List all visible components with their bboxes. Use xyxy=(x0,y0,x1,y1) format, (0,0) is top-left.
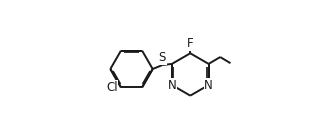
Text: N: N xyxy=(204,79,213,91)
Text: N: N xyxy=(168,79,176,91)
Text: F: F xyxy=(187,37,194,50)
Text: S: S xyxy=(159,51,166,64)
Text: Cl: Cl xyxy=(106,81,117,94)
